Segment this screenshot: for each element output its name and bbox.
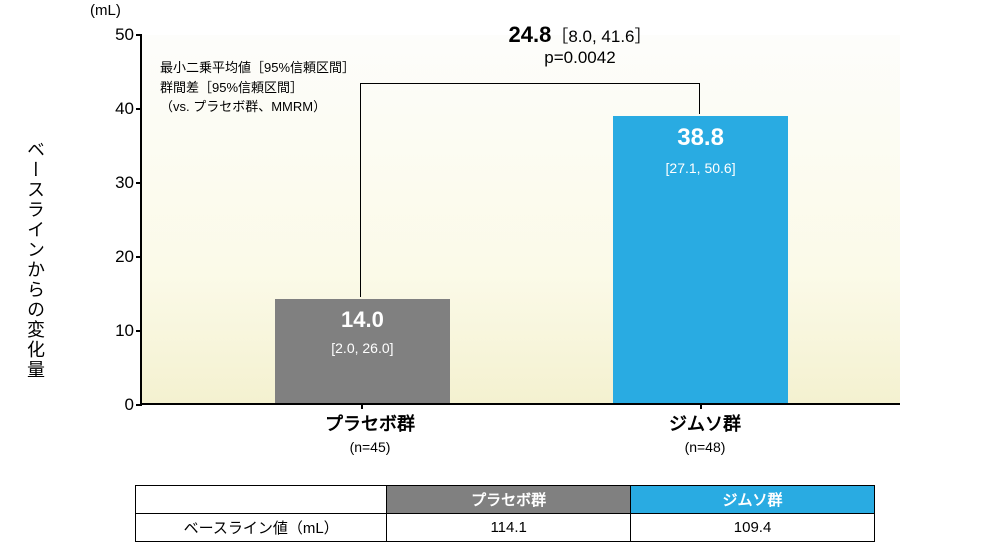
x-category-label: プラセボ群 (n=45) xyxy=(270,410,470,457)
annotation-line: 最小二乗平均値［95%信頼区間］ xyxy=(160,58,355,78)
diff-ci: ［8.0, 41.6］ xyxy=(551,27,651,46)
cell-value: 109.4 xyxy=(631,514,875,542)
diff-value: 24.8 xyxy=(509,22,552,47)
table-header: ジムソ群 xyxy=(631,486,875,514)
table-header: プラセボ群 xyxy=(387,486,631,514)
y-tick-mark xyxy=(136,108,142,110)
y-tick-mark xyxy=(136,182,142,184)
bracket-v xyxy=(360,83,361,298)
bar-value-label: 14.0[2.0, 26.0] xyxy=(275,307,450,359)
y-tick-label: 20 xyxy=(102,247,134,267)
annotation-line: 群間差［95%信頼区間］ xyxy=(160,78,355,98)
bracket-v xyxy=(699,83,700,114)
y-tick-mark xyxy=(136,404,142,406)
table-corner xyxy=(136,486,387,514)
y-tick-label: 30 xyxy=(102,173,134,193)
annotation-box: 最小二乗平均値［95%信頼区間］ 群間差［95%信頼区間］ （vs. プラセボ群… xyxy=(160,58,355,117)
annotation-line: （vs. プラセボ群、MMRM） xyxy=(160,97,355,117)
x-tick-mark xyxy=(361,403,363,409)
y-tick-label: 0 xyxy=(102,395,134,415)
x-tick-mark xyxy=(700,403,702,409)
chart-area: 0 10 20 30 40 50 14.0[2.0, 26.0] 38.8[27.1, 50.… xyxy=(100,10,920,450)
y-tick-label: 10 xyxy=(102,321,134,341)
y-tick-label: 40 xyxy=(102,99,134,119)
comparison-text: 24.8［8.0, 41.6］ p=0.0042 xyxy=(440,22,720,68)
bar: 38.8[27.1, 50.6] xyxy=(613,116,788,403)
table-row: ベースライン値（mL） 114.1 109.4 xyxy=(136,514,875,542)
x-category-label: ジムソ群 (n=48) xyxy=(605,410,805,457)
p-value: p=0.0042 xyxy=(544,48,615,67)
bar: 14.0[2.0, 26.0] xyxy=(275,299,450,403)
category-name: プラセボ群 xyxy=(325,414,415,434)
category-n: (n=48) xyxy=(685,439,726,455)
bar-value-label: 38.8[27.1, 50.6] xyxy=(613,124,788,180)
y-tick-mark xyxy=(136,330,142,332)
row-label: ベースライン値（mL） xyxy=(136,514,387,542)
baseline-table: プラセボ群 ジムソ群 ベースライン値（mL） 114.1 109.4 xyxy=(135,485,875,542)
cell-value: 114.1 xyxy=(387,514,631,542)
bracket-h xyxy=(360,83,698,84)
y-tick-mark xyxy=(136,256,142,258)
table-header-row: プラセボ群 ジムソ群 xyxy=(136,486,875,514)
y-tick-mark xyxy=(136,34,142,36)
category-name: ジムソ群 xyxy=(669,414,741,434)
category-n: (n=45) xyxy=(350,439,391,455)
y-tick-label: 50 xyxy=(102,25,134,45)
y-axis-label: ベースラインからの変化量 xyxy=(22,140,48,380)
